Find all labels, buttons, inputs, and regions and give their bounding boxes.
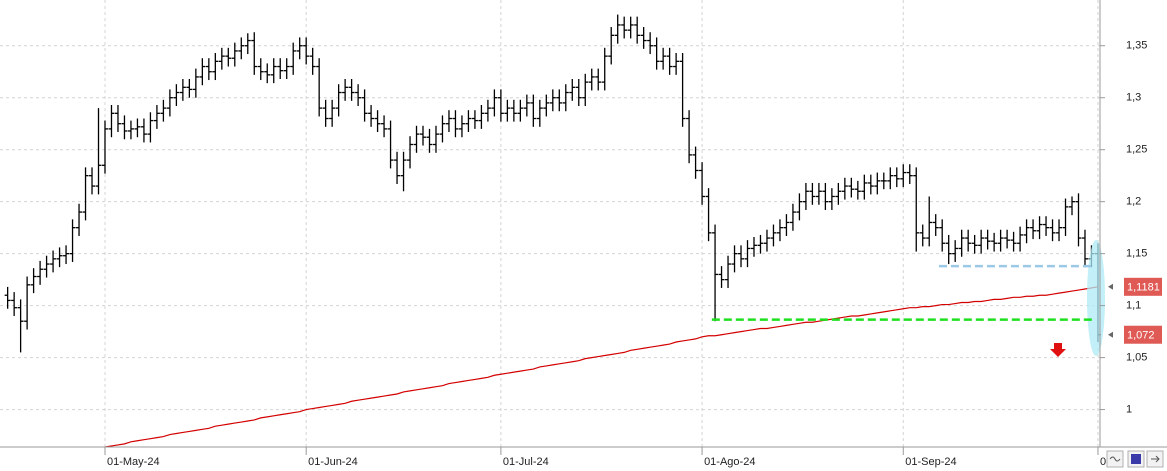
price-label-box [1124, 277, 1162, 296]
save-icon [1131, 454, 1141, 464]
moving-average-line [104, 286, 1099, 448]
price-label: 1,072 [1127, 330, 1155, 342]
overlay [711, 264, 1092, 321]
y-tick-label: 1,1 [1126, 300, 1141, 312]
zoom-icon [1109, 456, 1121, 462]
y-tick-label: 1,05 [1126, 352, 1147, 364]
price-label-box [1124, 325, 1162, 344]
plot-area [4, 14, 1101, 448]
y-tick-label: 1,3 [1126, 92, 1141, 104]
x-tick-label: 01-Sep-24 [905, 456, 956, 468]
grid [0, 0, 1100, 447]
y-tick-label: 1,35 [1126, 40, 1147, 52]
expand-icon [1151, 455, 1160, 463]
toolbar [1106, 450, 1164, 468]
x-tick-label: 01-Jul-24 [503, 456, 549, 468]
y-tick-label: 1,25 [1126, 144, 1147, 156]
x-tick-label: 01-May-24 [107, 456, 160, 468]
x-tick-label: 01-Jun-24 [308, 456, 358, 468]
down-arrow [1050, 343, 1066, 357]
x-tick-label: 01-Ago-24 [704, 456, 755, 468]
axes: 1 1,05 1,1 1,15 1,2 1,25 1,3 1,35 01-May-24 01-Ju… [104, 40, 1162, 468]
price-label: 1,1181 [1127, 282, 1160, 294]
x-tick-label: 0 [1100, 456, 1106, 468]
price-label-pointer [1108, 283, 1113, 290]
y-tick-label: 1 [1126, 403, 1132, 415]
y-tick-label: 1,2 [1126, 196, 1141, 208]
price-label-pointer [1108, 331, 1113, 338]
highlight-ellipse [1087, 240, 1105, 356]
y-tick-label: 1,15 [1126, 248, 1147, 260]
